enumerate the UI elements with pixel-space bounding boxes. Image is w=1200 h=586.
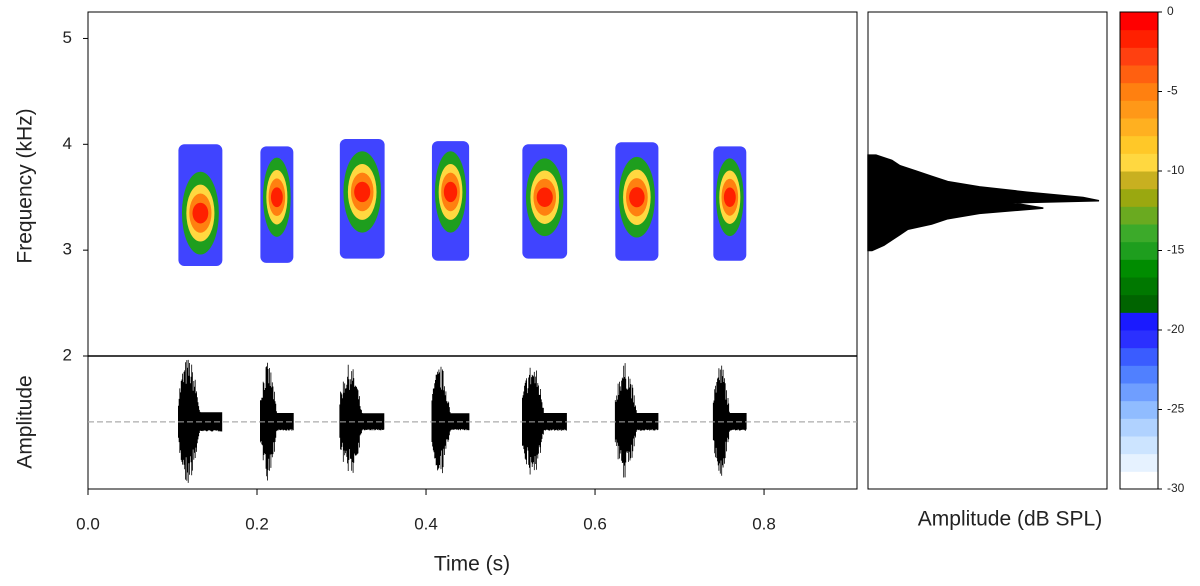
colorbar-band <box>1120 330 1158 349</box>
call-core <box>192 202 209 224</box>
y-tick-label: 5 <box>63 28 72 47</box>
colorbar-band <box>1120 65 1158 84</box>
colorbar-band <box>1120 171 1158 190</box>
call-core <box>723 187 736 207</box>
amplitude-label: Amplitude <box>14 375 37 468</box>
colorbar-band <box>1120 277 1158 296</box>
colorbar-band <box>1120 383 1158 402</box>
y-tick-label: 4 <box>63 134 72 153</box>
colorbar-band <box>1120 471 1158 490</box>
colorbar-tick-label: -5 <box>1167 84 1178 98</box>
colorbar-tick-label: -25 <box>1167 402 1185 416</box>
colorbar-band <box>1120 312 1158 331</box>
call-core <box>536 187 553 207</box>
x-tick-label: 0.6 <box>583 514 607 533</box>
waveform-burst <box>522 367 567 475</box>
colorbar-band <box>1120 400 1158 419</box>
colorbar-band <box>1120 241 1158 260</box>
colorbar-band <box>1120 118 1158 137</box>
colorbar-band <box>1120 259 1158 278</box>
waveform-burst <box>431 366 470 474</box>
y-tick-label: 2 <box>63 345 72 364</box>
colorbar-tick-label: -10 <box>1167 163 1185 177</box>
y-tick-label: 3 <box>63 240 72 259</box>
y-axis-label: Frequency (kHz) <box>14 108 37 263</box>
colorbar-tick-label: -20 <box>1167 322 1185 336</box>
call-core <box>270 187 283 208</box>
waveform-burst <box>339 364 385 473</box>
x-tick-label: 0.8 <box>752 514 776 533</box>
colorbar-band <box>1120 347 1158 366</box>
colorbar-band <box>1120 436 1158 455</box>
waveform-burst <box>712 365 747 476</box>
colorbar-band <box>1120 453 1158 472</box>
colorbar-tick-label: -15 <box>1167 243 1185 257</box>
colorbar-band <box>1120 224 1158 243</box>
colorbar-band <box>1120 12 1158 31</box>
x-tick-label: 0.2 <box>245 514 269 533</box>
colorbar-band <box>1120 82 1158 101</box>
colorbar-band <box>1120 135 1158 154</box>
spectrum-profile <box>867 154 1100 252</box>
colorbar-band <box>1120 294 1158 313</box>
x-axis-label: Time (s) <box>434 553 510 576</box>
x-tick-label: 0.4 <box>414 514 438 533</box>
colorbar-band <box>1120 29 1158 48</box>
waveform-burst <box>614 363 659 478</box>
call-core <box>443 181 458 203</box>
x-tick-label: 0.0 <box>76 514 100 533</box>
colorbar-band <box>1120 188 1158 207</box>
colorbar-band <box>1120 365 1158 384</box>
colorbar-band <box>1120 47 1158 66</box>
colorbar-band <box>1120 206 1158 225</box>
call-core <box>629 187 645 208</box>
colorbar-band <box>1120 100 1158 119</box>
spectrum-frame <box>867 11 1108 490</box>
call-core <box>354 181 371 203</box>
colorbar-band <box>1120 153 1158 172</box>
spectrum-x-label: Amplitude (dB SPL) <box>918 508 1102 531</box>
colorbar-tick-label: 0 <box>1167 4 1174 18</box>
colorbar-tick-label: -30 <box>1167 481 1185 495</box>
colorbar-band <box>1120 418 1158 437</box>
